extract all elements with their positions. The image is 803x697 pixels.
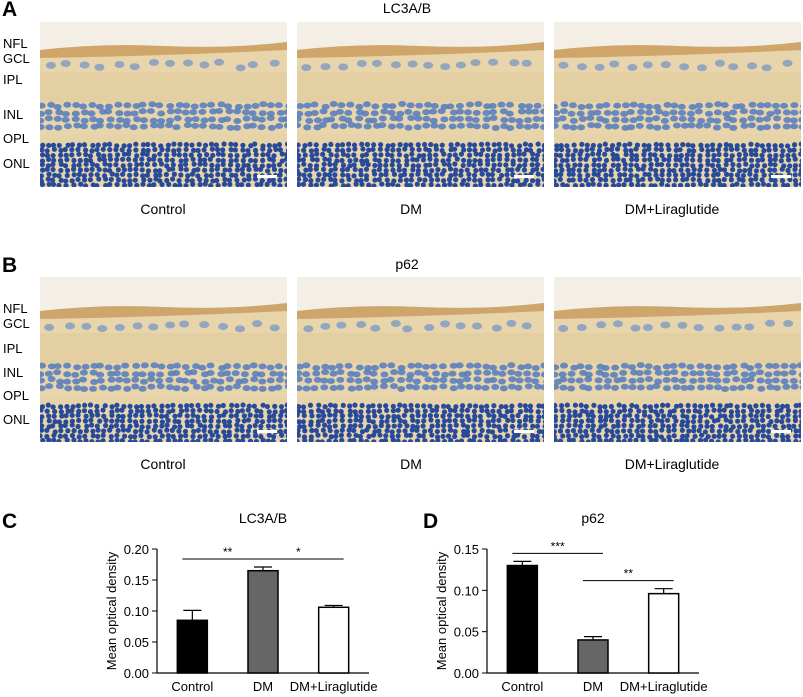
panel-letter-a: A [2, 0, 18, 21]
layer-label-gcl: GCL [3, 51, 30, 66]
significance-label: * [296, 545, 301, 559]
layer-label-inl: INL [3, 365, 24, 380]
y-tick-label: 0.05 [454, 625, 479, 640]
bar-dm-liraglutide [647, 592, 680, 674]
y-tick-label: 0.05 [124, 635, 149, 650]
bar-control [176, 619, 209, 674]
micrograph-b-control [40, 277, 287, 442]
chart-title: p62 [581, 510, 605, 526]
x-tick-label: Control [171, 679, 213, 694]
layer-label-opl: OPL [3, 131, 30, 146]
y-tick-label: 0.00 [124, 666, 149, 681]
y-tick-label: 0.15 [124, 573, 149, 588]
significance-label: ** [624, 567, 634, 581]
micrograph-a-control [40, 22, 287, 187]
y-tick-label: 0.10 [454, 583, 479, 598]
bar-dm [577, 639, 609, 674]
retina-section-image [554, 22, 801, 187]
layer-label-onl: ONL [3, 412, 30, 427]
caption-a-dm: DM [400, 201, 422, 217]
caption-b-control: Control [140, 456, 186, 472]
micrograph-b-dm [297, 277, 544, 442]
layer-label-ipl: IPL [3, 341, 23, 356]
layer-label-nfl: NFL [3, 301, 28, 316]
micrograph-a-dm [297, 22, 544, 187]
panel-b-title: p62 [395, 256, 419, 272]
layer-label-gcl: GCL [3, 316, 30, 331]
layer-label-opl: OPL [3, 388, 30, 403]
x-tick-label: Control [501, 679, 543, 694]
bar-control [506, 564, 539, 674]
retina-section-image [297, 22, 544, 187]
y-tick-label: 0.15 [454, 542, 479, 557]
caption-a-liraglutide: DM+Liraglutide [624, 201, 720, 217]
layer-label-ipl: IPL [3, 72, 23, 87]
chart-title: LC3A/B [239, 510, 287, 526]
y-axis-label: Mean optical density [434, 551, 449, 670]
retina-section-image [297, 277, 544, 442]
caption-b-dm: DM [400, 456, 422, 472]
chart-c: LC3A/B 0.00 0.05 0.10 0.15 0.20 Mean optical d… [104, 510, 378, 694]
y-tick-label: 0.10 [124, 604, 149, 619]
y-tick-label: 0.20 [124, 542, 149, 557]
significance-label: ** [223, 545, 233, 559]
x-tick-label: DM [583, 679, 603, 694]
x-tick-label: DM [253, 679, 273, 694]
retina-section-image [40, 277, 287, 442]
significance-label: *** [551, 539, 565, 553]
panel-letter-b: B [2, 254, 18, 277]
panel-letter-c: C [2, 510, 18, 533]
micrograph-a-liraglutide [554, 22, 801, 187]
retina-section-image [554, 277, 801, 442]
panel-a-title: LC3A/B [382, 0, 432, 16]
layer-label-inl: INL [3, 107, 24, 122]
layer-label-onl: ONL [3, 156, 30, 171]
bar-dm-liraglutide [317, 606, 350, 674]
chart-d: p62 0.00 0.05 0.10 0.15 Mean optical density C… [434, 510, 708, 694]
retina-section-image [40, 22, 287, 187]
micrograph-b-liraglutide [554, 277, 801, 442]
y-axis-label: Mean optical density [104, 551, 119, 670]
layer-label-nfl: NFL [3, 36, 28, 51]
bar-dm [247, 569, 279, 674]
panel-letter-d: D [423, 510, 439, 533]
x-tick-label: DM+Liraglutide [290, 679, 378, 694]
caption-a-control: Control [140, 201, 186, 217]
y-tick-label: 0.00 [454, 666, 479, 681]
x-tick-label: DM+Liraglutide [620, 679, 708, 694]
caption-b-liraglutide: DM+Liraglutide [624, 456, 720, 472]
